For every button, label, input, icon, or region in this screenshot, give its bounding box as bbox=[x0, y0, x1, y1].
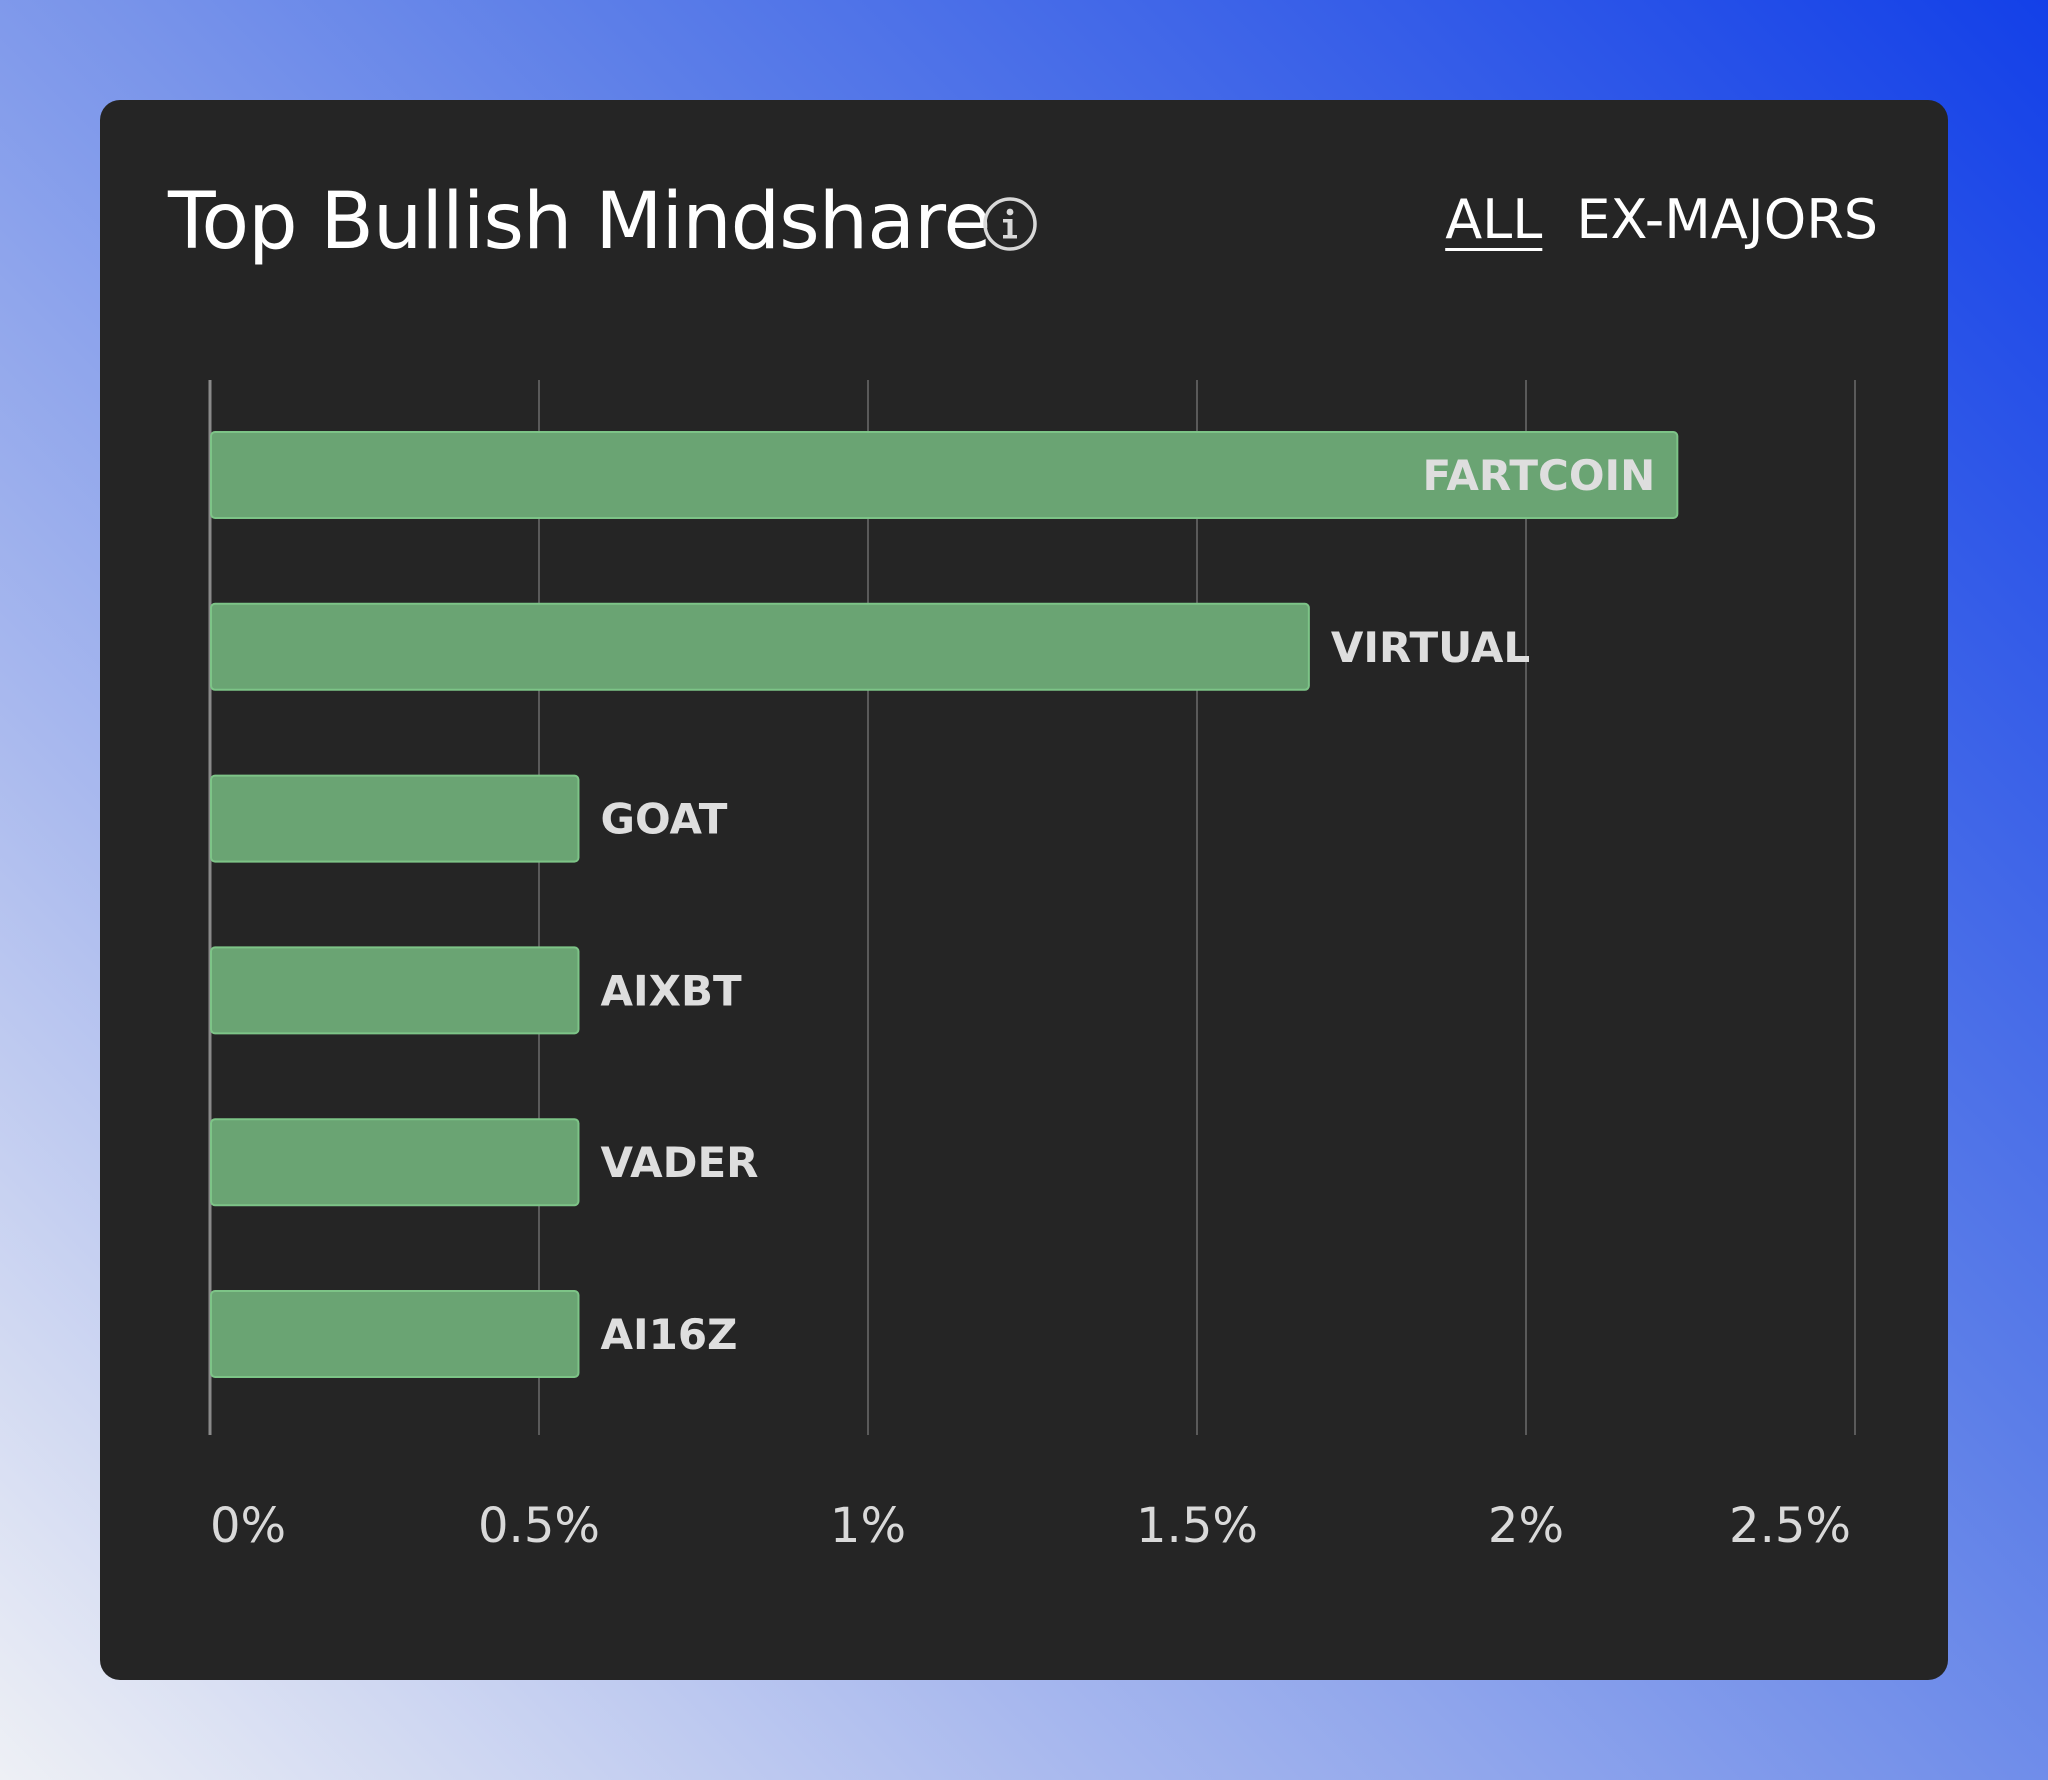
info-icon[interactable] bbox=[982, 196, 1038, 252]
bar-label: VADER bbox=[600, 1138, 758, 1187]
bar-virtual[interactable] bbox=[210, 602, 1310, 691]
bar-goat[interactable] bbox=[210, 774, 580, 863]
filter-all-tab[interactable]: ALL bbox=[1445, 188, 1543, 251]
bar-fartcoin[interactable] bbox=[210, 431, 1679, 519]
chart-card bbox=[100, 100, 1948, 1680]
x-tick-label: 1% bbox=[830, 1498, 906, 1554]
bar-vader[interactable] bbox=[210, 1118, 580, 1207]
bar-label: AIXBT bbox=[600, 966, 742, 1015]
x-tick-label: 0% bbox=[210, 1498, 286, 1554]
x-tick-label: 2% bbox=[1488, 1498, 1564, 1554]
x-tick-label: 2.5% bbox=[1729, 1498, 1851, 1554]
bar-label: FARTCOIN bbox=[1423, 451, 1656, 500]
x-tick-label: 1.5% bbox=[1136, 1498, 1258, 1554]
bar-label: GOAT bbox=[600, 795, 727, 844]
bar-label: VIRTUAL bbox=[1331, 623, 1530, 672]
bar-label: AI16Z bbox=[600, 1310, 737, 1359]
bar-aixbt[interactable] bbox=[210, 946, 580, 1035]
filter-ex-majors-tab[interactable]: EX-MAJORS bbox=[1576, 188, 1878, 251]
filter-tabs: ALL EX-MAJORS bbox=[1445, 188, 1878, 252]
bar-ai16z[interactable] bbox=[210, 1290, 580, 1378]
x-tick-label: 0.5% bbox=[478, 1498, 600, 1554]
page-title: Top Bullish Mindshare bbox=[168, 177, 991, 267]
